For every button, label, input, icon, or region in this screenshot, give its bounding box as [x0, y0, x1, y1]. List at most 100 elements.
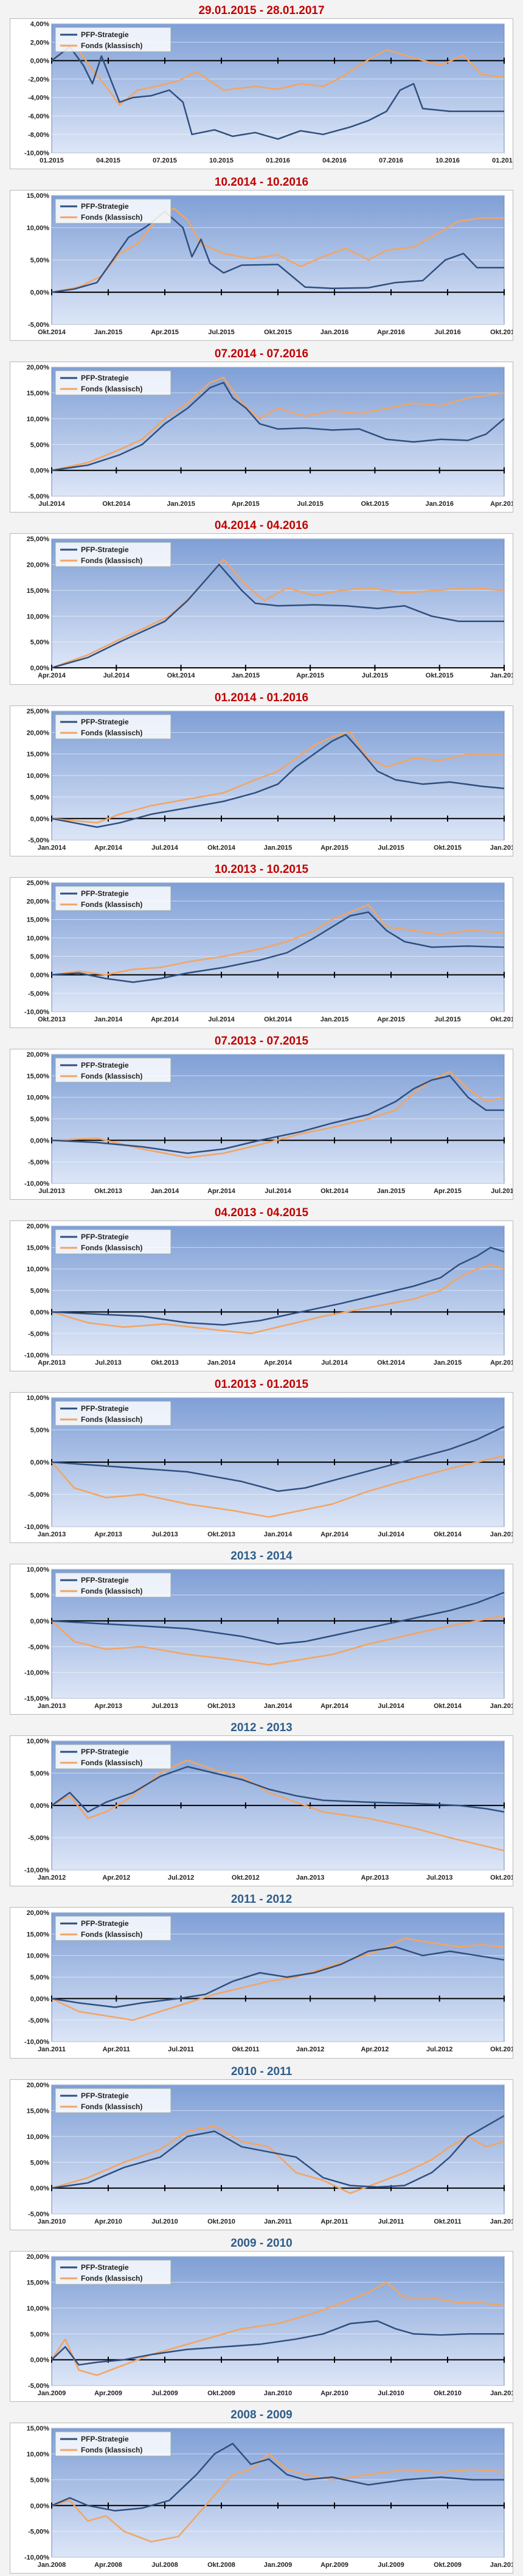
x-tick-label: Jul.2015 — [491, 1188, 513, 1195]
series-line-fund — [51, 2125, 505, 2194]
x-tick-label: Jul.2016 — [434, 329, 460, 336]
y-tick-label: 0,00% — [30, 2502, 49, 2510]
chart-title: 2012 - 2013 — [230, 1721, 293, 1735]
x-tick-label: Okt.2012 — [232, 1874, 260, 1881]
chart-title: 07.2014 - 07.2016 — [214, 348, 309, 361]
x-tick-label: Okt.2009 — [434, 2561, 462, 2569]
x-tick-label: Jan.2013 — [296, 1874, 324, 1881]
legend-box — [55, 714, 171, 740]
series-line-strategy — [51, 1247, 505, 1326]
chart-panel: 10.2013 - 10.2015 25,00% 20,00% 15,00% 10,00… — [0, 859, 523, 1031]
x-tick-label: Jan.2016 — [490, 844, 513, 852]
x-tick-label: Jul.2012 — [426, 2046, 452, 2054]
x-tick-label: Okt.2013 — [94, 1188, 122, 1195]
x-tick-label: Jan.2014 — [207, 1359, 236, 1367]
x-tick-label: Okt.2013 — [151, 1359, 179, 1367]
x-tick-label: Okt.2016 — [490, 329, 513, 336]
x-tick-label: Jul.2010 — [378, 2390, 404, 2397]
x-tick-label: Jul.2014 — [208, 1016, 235, 1023]
legend-label-strategy: PFP-Strategie — [81, 718, 129, 726]
x-tick-label: Jan.2012 — [490, 2218, 513, 2225]
x-tick-label: Jul.2014 — [321, 1359, 348, 1367]
x-tick-label: Apr.2015 — [232, 500, 260, 508]
series-line-strategy — [51, 1074, 504, 1154]
legend-label-strategy: PFP-Strategie — [81, 2091, 129, 2100]
y-tick-label: 20,00% — [27, 1909, 50, 1917]
y-tick-label: 10,00% — [27, 225, 50, 232]
x-tick-label: Apr.2015 — [320, 844, 348, 852]
chart-frame: 20,00% 15,00% 10,00% 5,00% 0,00% -5,00% Jul.20… — [10, 362, 513, 513]
y-tick-label: 10,00% — [27, 416, 50, 423]
chart-title: 07.2013 - 07.2015 — [214, 1034, 309, 1048]
y-tick-label: 15,00% — [27, 1073, 50, 1080]
y-tick-label: 5,00% — [30, 1116, 49, 1123]
x-tick-label: Okt.2014 — [434, 1703, 462, 1710]
x-tick-label: Okt.2012 — [490, 2046, 513, 2054]
legend-box — [55, 1401, 171, 1426]
x-tick-label: Jul.2009 — [378, 2561, 404, 2569]
y-tick-label: 5,00% — [30, 1592, 49, 1600]
legend-label-strategy: PFP-Strategie — [81, 2435, 129, 2443]
x-tick-label: Okt.2010 — [207, 2218, 235, 2225]
series-line-fund — [51, 1615, 505, 1666]
y-tick-label: -5,00% — [28, 1491, 49, 1499]
y-tick-label: 20,00% — [27, 898, 50, 905]
line-chart: 20,00% 15,00% 10,00% 5,00% 0,00% -5,00% -10,00… — [24, 1223, 513, 1367]
x-tick-label: 01.2016 — [266, 157, 290, 164]
x-tick-label: Jul.2013 — [95, 1359, 121, 1367]
x-tick-label: 10.2016 — [435, 157, 460, 164]
line-chart: 25,00%20,00%15,00%10,00%5,00%0,00%Apr.20… — [27, 536, 513, 679]
chart-frame: 15,00% 10,00% 5,00% 0,00% -5,00% -10,00% Jan.2… — [10, 2422, 513, 2574]
legend: PFP-Strategie Fonds (klassisch) — [55, 27, 171, 52]
series-line-strategy — [51, 1766, 505, 1813]
x-tick-label: Jan.2012 — [296, 2046, 324, 2054]
y-tick-label: 20,00% — [27, 1051, 50, 1059]
series-line-fund — [51, 1455, 505, 1518]
legend-label-strategy: PFP-Strategie — [81, 889, 129, 898]
x-tick-label: Okt.2014 — [102, 500, 131, 508]
legend-label-fund: Fonds (klassisch) — [81, 1930, 142, 1939]
x-tick-label: 10.2015 — [209, 157, 234, 164]
x-tick-label: Jan.2016 — [320, 329, 348, 336]
line-chart: 15,00%10,00%5,00%0,00%-5,00%-10,00%Jan.2… — [24, 2425, 513, 2569]
series-line-fund — [51, 377, 505, 472]
chart-panel: 04.2014 - 04.2016 25,00% 20,00% 15,00% 10,00… — [0, 515, 523, 687]
x-tick-label: Jan.2013 — [38, 1703, 66, 1710]
y-tick-label: 10,00% — [27, 1094, 50, 1102]
chart-panel: 29.01.2015 - 28.01.2017 4,00% 2,00% 0,00% -2… — [0, 0, 523, 172]
y-tick-label: 5,00% — [30, 1770, 49, 1777]
y-tick-label: 10,00% — [27, 935, 50, 942]
x-tick-label: Jan.2009 — [38, 2390, 66, 2397]
x-tick-label: Jan.2016 — [425, 500, 453, 508]
legend-label-fund: Fonds (klassisch) — [81, 900, 142, 909]
y-tick-label: -10,00% — [24, 1524, 49, 1531]
chart-title: 01.2013 - 01.2015 — [214, 1378, 309, 1391]
y-tick-label: -5,00% — [28, 1835, 49, 1842]
x-tick-label: Jul.2014 — [378, 1703, 404, 1710]
x-tick-label: Jul.2008 — [151, 2561, 178, 2569]
y-tick-label: 5,00% — [30, 2331, 49, 2338]
chart-title: 2009 - 2010 — [230, 2236, 293, 2250]
y-tick-label: 10,00% — [27, 614, 50, 621]
legend-label-strategy: PFP-Strategie — [81, 1919, 129, 1928]
y-tick-label: 20,00% — [27, 729, 50, 737]
legend-label-strategy: PFP-Strategie — [81, 1748, 129, 1756]
y-tick-label: 20,00% — [27, 562, 50, 569]
legend-label-fund: Fonds (klassisch) — [81, 213, 142, 222]
x-tick-label: Okt.2015 — [434, 844, 462, 852]
x-tick-label: Okt.2014 — [434, 1531, 462, 1538]
y-tick-label: -5,00% — [28, 1643, 49, 1651]
y-tick-label: 10,00% — [27, 1953, 50, 1960]
chart-frame: 20,00% 15,00% 10,00% 5,00% 0,00% -5,00% -10,00… — [10, 1220, 513, 1372]
y-tick-label: -10,00% — [24, 150, 49, 157]
chart-panel: 2010 - 2011 20,00% 15,00% 10,00% 5,00% 0,00% -… — [0, 2061, 523, 2233]
x-tick-label: Jul.2009 — [151, 2390, 178, 2397]
y-tick-label: 15,00% — [27, 1931, 50, 1939]
legend-label-fund: Fonds (klassisch) — [81, 2446, 142, 2454]
x-tick-label: 07.2015 — [153, 157, 177, 164]
y-tick-label: 4,00% — [30, 21, 49, 28]
y-tick-label: 10,00% — [27, 1566, 50, 1573]
legend: PFP-Strategie Fonds (klassisch) — [55, 1916, 171, 1941]
y-tick-label: -10,00% — [24, 1180, 49, 1188]
legend-label-fund: Fonds (klassisch) — [81, 556, 142, 565]
